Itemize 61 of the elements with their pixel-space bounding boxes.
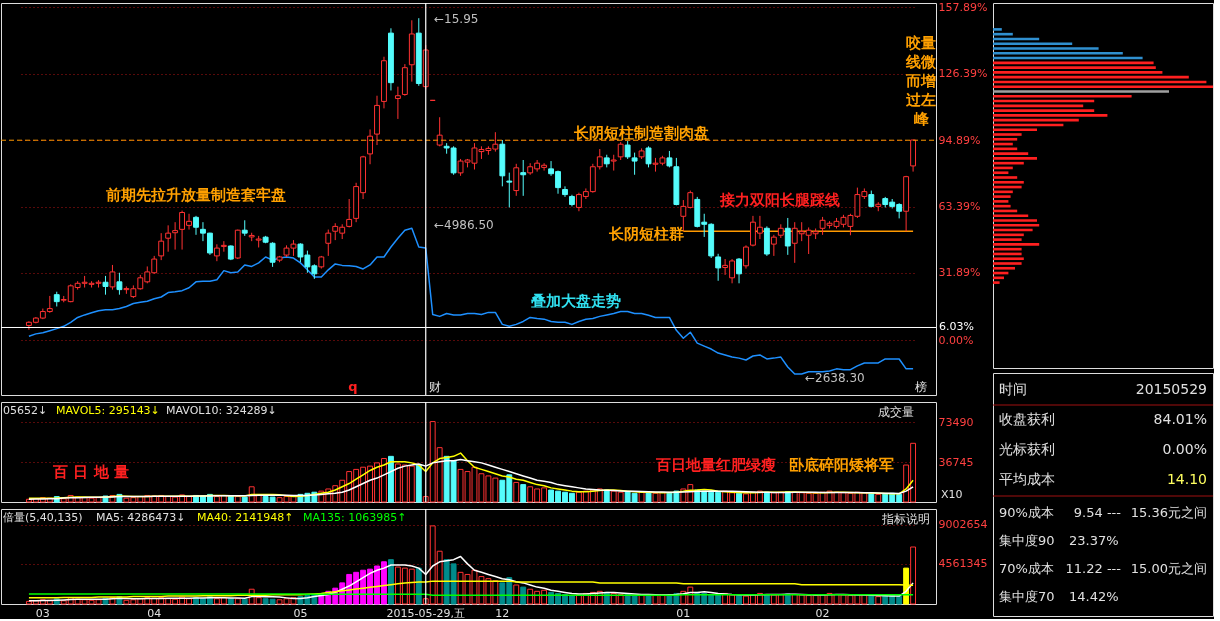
text: 9.54 --- [1073, 505, 1122, 520]
annotation: 百日地量红肥绿瘦 [655, 456, 776, 474]
ref-line-label: 6.03% [939, 320, 974, 334]
text: X10 [941, 488, 963, 501]
text: 20150529 [1135, 381, 1207, 397]
y-tick-label: 0.00% [938, 333, 974, 347]
text: 时间 [999, 381, 1027, 397]
text: 集中度70 [999, 589, 1055, 604]
annotation: MAVOL10: 324289↓ [166, 404, 277, 417]
text: 0.00% [1162, 441, 1207, 457]
x-tick-label: 04 [147, 606, 162, 620]
text: 11.22 --- [1065, 561, 1122, 576]
annotation: ←2638.30 [805, 371, 865, 385]
annotation: 咬量线微而增过左峰 [905, 34, 937, 128]
y-tick-label: 31.89% [938, 266, 981, 280]
annotation: MA5: 4286473↓ [96, 511, 186, 524]
y-tick-label: 9002654 [938, 518, 988, 532]
annotation: MA135: 1063985↑ [303, 511, 407, 524]
annotation: 百 日 地 量 [52, 463, 129, 481]
annotation: MAVOL5: 295143↓ [56, 404, 160, 417]
annotation: MA40: 2141948↑ [197, 511, 294, 524]
annotation: 财 [428, 380, 441, 394]
text: 平均成本 [999, 471, 1055, 487]
annotation: 叠加大盘走势 [530, 292, 621, 310]
text: 榜 [915, 380, 927, 394]
y-tick-label: 63.39% [938, 200, 981, 214]
x-tick-label: 2015-05-29,五 [386, 606, 465, 620]
annotation: 卧底碎阳矮将军 [788, 456, 894, 474]
x-tick-label: 12 [495, 606, 510, 620]
y-tick-label: 73490 [938, 415, 974, 429]
x-tick-label: 05 [293, 606, 308, 620]
text: 23.37% [1069, 533, 1119, 548]
text: 90%成本 [999, 505, 1054, 520]
x-tick-label: 02 [815, 606, 830, 620]
text: 14.42% [1069, 589, 1119, 604]
x-tick-label: 01 [676, 606, 691, 620]
y-tick-label: 126.39% [938, 67, 988, 81]
y-tick-label: 157.89% [938, 0, 988, 14]
annotation: 接力双阳长腿踩线 [719, 191, 840, 209]
annotation: 倍量(5,40,135) [3, 511, 83, 524]
text: 84.01% [1153, 411, 1207, 427]
text: 集中度90 [999, 533, 1055, 548]
annotation: 前期先拉升放量制造套牢盘 [105, 186, 286, 204]
annotation: 长阴短柱制造割肉盘 [572, 124, 709, 142]
text: 70%成本 [999, 561, 1054, 576]
text: 15.36元之间 [1130, 505, 1207, 520]
text: 收盘获利 [999, 411, 1055, 427]
annotation: 05652↓ [3, 404, 48, 417]
annotation: ←15.95 [434, 12, 479, 26]
annotation: q [348, 379, 358, 394]
y-tick-label: 94.89% [938, 133, 981, 147]
x-tick-label: 03 [35, 606, 50, 620]
annotation: 成交量 [878, 405, 914, 419]
text: 14.10 [1166, 471, 1207, 487]
text: 15.00元之间 [1130, 561, 1207, 576]
annotation: 长阴短柱群 [607, 225, 684, 243]
annotation: 指标说明 [881, 512, 930, 526]
y-tick-label: 36745 [938, 455, 974, 469]
y-tick-label: 4561345 [938, 557, 988, 571]
text: 光标获利 [999, 441, 1055, 457]
annotation: ←4986.50 [434, 218, 494, 232]
